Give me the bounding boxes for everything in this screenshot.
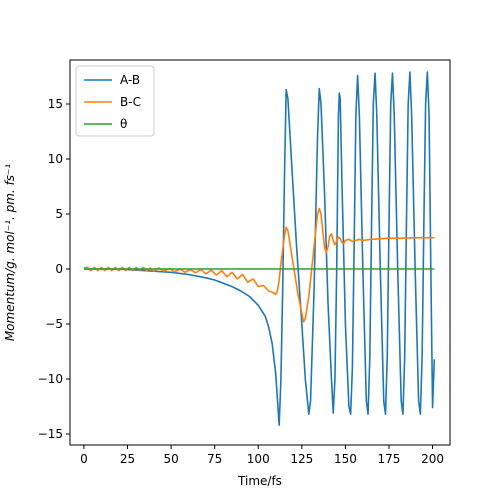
y-axis-ticks: −15 −10 −5 0 5 10 15: [38, 97, 70, 441]
legend-box: [75, 65, 155, 137]
y-tick-label: −5: [45, 317, 63, 331]
plot-lines: [83, 71, 436, 426]
x-tick-label: 75: [207, 452, 222, 466]
x-tick-label: 200: [421, 452, 444, 466]
legend-label: B-C: [120, 95, 141, 109]
x-tick-label: 0: [80, 452, 88, 466]
legend-label: θ: [120, 117, 127, 131]
x-axis-label: Time/fs: [237, 474, 282, 488]
x-tick-label: 25: [120, 452, 135, 466]
x-tick-label: 150: [334, 452, 357, 466]
y-axis-label: Momentum/g. mol⁻¹. pm. fs⁻¹: [3, 164, 17, 342]
series-line-2: [83, 207, 435, 323]
y-tick-label: 10: [48, 152, 63, 166]
x-tick-label: 125: [290, 452, 313, 466]
y-tick-label: 0: [55, 262, 63, 276]
y-tick-label: −10: [38, 372, 63, 386]
x-tick-label: 175: [378, 452, 401, 466]
x-tick-label: 100: [247, 452, 270, 466]
y-tick-label: −15: [38, 427, 63, 441]
legend-label: A-B: [120, 73, 140, 87]
plot-frame: [69, 59, 451, 446]
legend: A-B B-C θ: [75, 65, 155, 137]
x-tick-label: 50: [163, 452, 178, 466]
y-tick-label: 5: [55, 207, 63, 221]
x-axis-ticks: 0 25 50 75 100 125 150 175 200: [80, 445, 444, 466]
y-tick-label: 15: [48, 97, 63, 111]
